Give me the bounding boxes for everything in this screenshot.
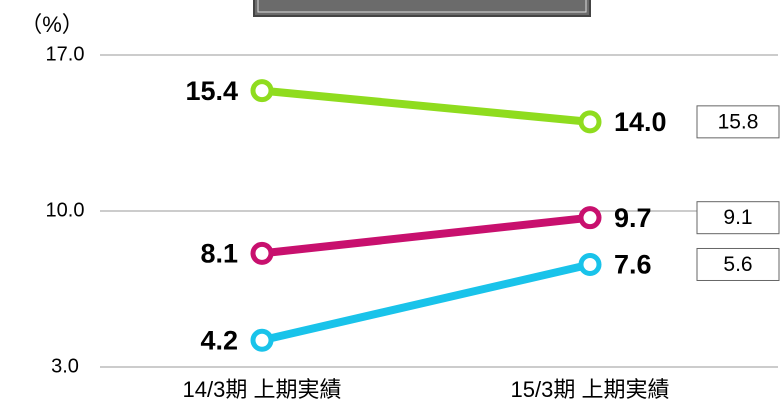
data-label: 9.7 — [614, 203, 652, 233]
data-label: 8.1 — [200, 238, 238, 268]
point-marker — [250, 328, 274, 352]
boxed-value-frame — [696, 105, 780, 139]
series-line — [261, 260, 591, 345]
data-label: 4.2 — [200, 325, 238, 355]
point-marker — [250, 241, 274, 265]
data-label: 15.4 — [185, 76, 238, 106]
boxed-value: 9.1 — [723, 206, 752, 229]
boxed-value: 15.8 — [718, 110, 759, 133]
data-label: 7.6 — [614, 250, 652, 280]
y-tick-label: 17.0 — [46, 43, 85, 65]
y-tick-label: 10.0 — [46, 199, 85, 221]
y-unit-label: （%） — [20, 12, 84, 37]
point-marker — [578, 206, 602, 230]
point-marker — [578, 252, 602, 276]
series-line — [261, 86, 591, 126]
boxed-value-frame — [696, 247, 780, 281]
header-box-inner — [257, 0, 587, 13]
y-tick-label: 3.0 — [51, 355, 79, 377]
series-line — [261, 213, 591, 258]
boxed-value: 5.6 — [723, 253, 752, 276]
data-label: 14.0 — [614, 107, 667, 137]
x-tick-label: 14/3期 上期実績 — [183, 377, 342, 402]
point-marker — [578, 110, 602, 134]
x-tick-label: 15/3期 上期実績 — [511, 377, 670, 402]
boxed-value-frame — [696, 201, 780, 235]
header-box — [253, 0, 591, 17]
point-marker — [250, 79, 274, 103]
